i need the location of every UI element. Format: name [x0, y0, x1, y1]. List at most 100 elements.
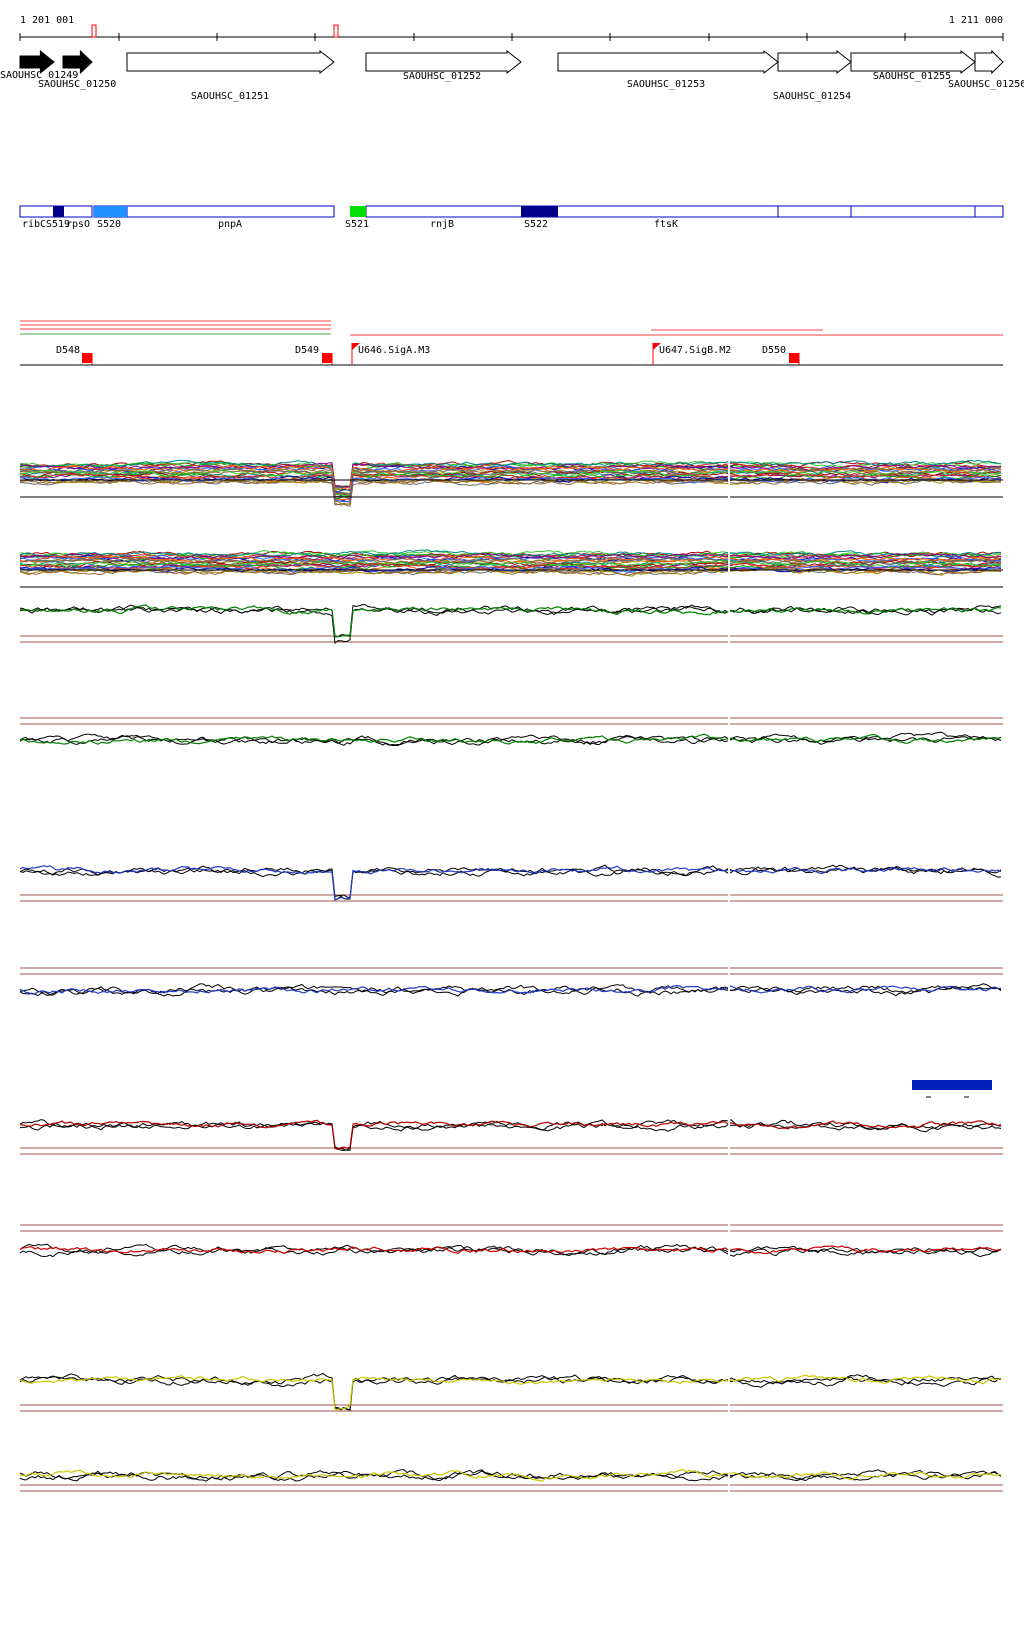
gene-label: SAOUHSC_01256	[948, 79, 1024, 90]
gene-saouhsc_01251[interactable]: SAOUHSC_01251	[126, 49, 335, 102]
annotation-box	[777, 205, 852, 218]
gene-saouhsc_01252[interactable]: SAOUHSC_01252	[365, 49, 522, 82]
track-green-plus-strand	[19, 603, 1003, 644]
trace-line	[19, 865, 1002, 901]
trace-line	[19, 1244, 1002, 1258]
segment-s521[interactable]	[350, 206, 366, 217]
gene-arrow-icon	[557, 49, 779, 75]
start-coordinate: 1 201 001	[20, 15, 74, 26]
gene-saouhsc_01253[interactable]: SAOUHSC_01253	[557, 49, 779, 90]
trace-line	[19, 459, 1002, 489]
gene-label: SAOUHSC_01249	[0, 70, 78, 81]
gene-label: SAOUHSC_01254	[773, 91, 851, 102]
track-red-minus-strand	[19, 1224, 1003, 1258]
gene-arrow-icon	[974, 49, 1004, 75]
trace-line	[19, 733, 1002, 745]
flag-icon	[653, 343, 661, 350]
feature-label: U647.SigB.M2	[659, 345, 731, 356]
trace-line	[19, 1375, 1002, 1411]
end-coordinate: 1 211 000	[949, 15, 1003, 26]
gene-saouhsc_01250[interactable]: SAOUHSC_01250	[38, 49, 116, 90]
annotation-box	[850, 205, 1004, 218]
trace-line	[19, 469, 1002, 497]
feature-d549[interactable]: D549	[295, 345, 333, 365]
flag-icon	[352, 343, 360, 350]
annotation-label: rpsO	[66, 219, 90, 230]
trace-line	[19, 566, 1002, 577]
trace-line	[19, 1243, 1002, 1256]
segment-s522[interactable]	[521, 206, 558, 217]
feature-u646-siga-m3[interactable]: U646.SigA.M3	[351, 343, 430, 365]
trace-line	[19, 466, 1002, 497]
annotation-label: rnjB	[430, 219, 454, 230]
track-green-minus-strand	[19, 717, 1003, 747]
scale-bar	[912, 1080, 992, 1090]
gene-arrow-icon	[19, 49, 55, 75]
trace-line	[19, 984, 1002, 995]
annotation-box	[365, 205, 779, 218]
gene-label: SAOUHSC_01255	[873, 71, 951, 82]
annotation-label: S520	[97, 219, 121, 230]
gene-arrow-icon	[126, 49, 335, 75]
scale-legend	[912, 1080, 992, 1098]
gene-arrow-icon	[365, 49, 522, 75]
trace-line	[19, 1468, 1002, 1482]
feature-d550[interactable]: D550	[762, 345, 800, 365]
trace-line	[19, 559, 1002, 569]
trace-line	[19, 983, 1002, 997]
gene-label: SAOUHSC_01250	[38, 79, 116, 90]
trace-line	[19, 549, 1002, 559]
annotation-box	[93, 205, 335, 218]
gene-label: SAOUHSC_01252	[403, 71, 481, 82]
trace-line	[19, 603, 1002, 638]
annotation-label: ftsK	[654, 219, 678, 230]
gene-label: SAOUHSC_01253	[627, 79, 705, 90]
trace-line	[19, 552, 1002, 560]
annotation-label: S522	[524, 219, 548, 230]
feature-label: D550	[762, 345, 786, 356]
segment-s520[interactable]	[94, 206, 127, 217]
gene-label: SAOUHSC_01251	[191, 91, 269, 102]
ruler-marker	[91, 24, 97, 38]
gene-saouhsc_01255[interactable]: SAOUHSC_01255	[850, 49, 976, 82]
gene-arrow-icon	[62, 49, 93, 75]
trace-line	[19, 731, 1002, 746]
track-many-conditions-2	[19, 549, 1003, 588]
track-yellow-minus-strand	[19, 1468, 1003, 1492]
gene-saouhsc_01249[interactable]: SAOUHSC_01249	[0, 49, 78, 81]
flag-icon	[82, 353, 92, 363]
annotation-label: S519	[46, 219, 70, 230]
expression-tracks	[19, 450, 1003, 1500]
feature-label: U646.SigA.M3	[358, 345, 430, 356]
gene-saouhsc_01254[interactable]: SAOUHSC_01254	[773, 49, 852, 102]
gene-saouhsc_01256[interactable]: SAOUHSC_01256	[948, 49, 1024, 90]
trace-line	[19, 1470, 1002, 1482]
track-yellow-plus-strand	[19, 1372, 1003, 1412]
track-many-conditions-1	[19, 459, 1003, 507]
feature-label: D549	[295, 345, 319, 356]
gene-arrow-icon	[850, 49, 976, 75]
trace-line	[19, 564, 1002, 573]
trace-line	[19, 566, 1002, 576]
trace-line	[19, 471, 1002, 499]
trace-line	[19, 1374, 1002, 1411]
trace-line	[19, 1372, 1002, 1411]
feature-label: D548	[56, 345, 80, 356]
annotation-label: S521	[345, 219, 369, 230]
feature-u647-sigb-m2[interactable]: U647.SigB.M2	[652, 343, 731, 365]
annotation-label: ribC	[22, 219, 46, 230]
gene-arrow-icon	[777, 49, 852, 75]
trace-line	[19, 1119, 1002, 1151]
feature-track: D548 D549 U646.SigA.M3 U647.SigB.M2 D550	[20, 320, 1003, 366]
segment-s519[interactable]	[53, 206, 64, 217]
ruler-marker	[333, 24, 339, 38]
trace-line	[19, 604, 1002, 638]
flag-icon	[789, 353, 799, 363]
trace-line	[19, 464, 1002, 491]
feature-d548[interactable]: D548	[56, 345, 93, 365]
coordinate-ruler: 1 201 001 1 211 000	[19, 15, 1004, 41]
